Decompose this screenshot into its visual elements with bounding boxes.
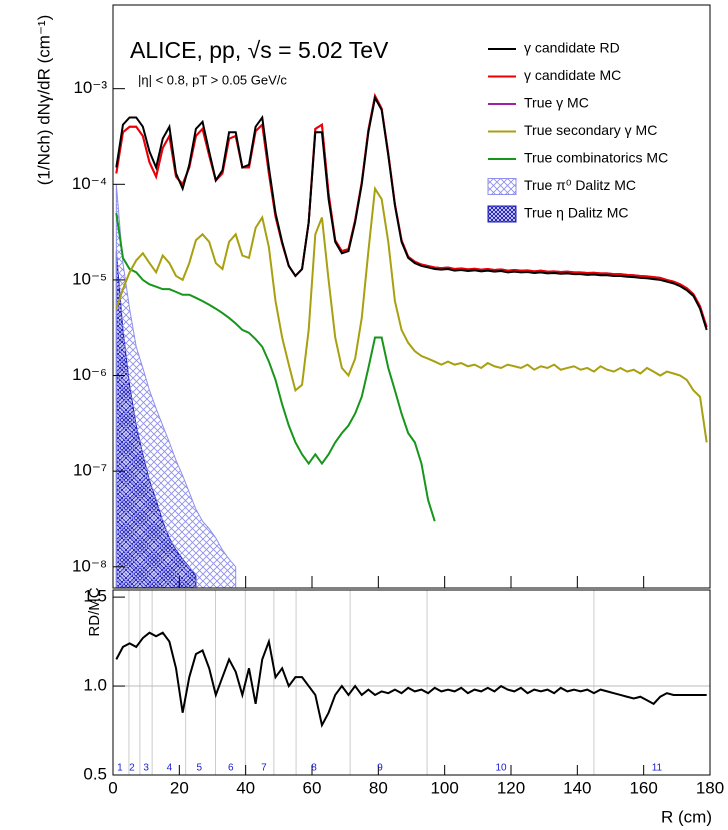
x-tick-label: 140 bbox=[563, 778, 591, 797]
region-label: 8 bbox=[311, 763, 317, 774]
y-tick-label: 1.5 bbox=[83, 587, 107, 606]
region-label: 11 bbox=[652, 763, 663, 774]
legend-label: True π⁰ Dalitz MC bbox=[524, 177, 636, 193]
x-tick-label: 160 bbox=[629, 778, 657, 797]
region-label: 2 bbox=[129, 763, 135, 774]
x-axis-label: R (cm) bbox=[661, 807, 712, 826]
legend-label: True secondary γ MC bbox=[524, 122, 657, 138]
y-axis-label: (1/Nch) dNγ/dR (cm⁻¹) bbox=[34, 15, 53, 185]
x-tick-label: 40 bbox=[236, 778, 255, 797]
region-label: 6 bbox=[228, 763, 234, 774]
x-tick-label: 0 bbox=[108, 778, 117, 797]
x-tick-label: 60 bbox=[303, 778, 322, 797]
y-tick-label: 10⁻⁵ bbox=[72, 269, 107, 288]
x-tick-label: 180 bbox=[696, 778, 724, 797]
ratio-y-axis-label: RD/MC bbox=[86, 587, 103, 636]
series-line bbox=[115, 185, 708, 443]
region-label: 9 bbox=[377, 763, 383, 774]
x-tick-label: 120 bbox=[497, 778, 525, 797]
x-tick-label: 80 bbox=[369, 778, 388, 797]
region-label: 3 bbox=[143, 763, 149, 774]
top-frame bbox=[112, 4, 711, 589]
x-tick-label: 100 bbox=[430, 778, 458, 797]
y-tick-label: 0.5 bbox=[83, 764, 107, 783]
legend-swatch bbox=[487, 178, 517, 195]
y-tick-label: 10⁻³ bbox=[73, 78, 107, 97]
ratio-plot bbox=[113, 590, 710, 775]
series-line bbox=[115, 95, 708, 331]
region-label: 10 bbox=[495, 763, 507, 774]
ratio-frame bbox=[112, 589, 711, 776]
series-line bbox=[115, 212, 436, 522]
y-tick-label: 10⁻⁷ bbox=[73, 461, 107, 480]
legend-label: γ candidate RD bbox=[524, 40, 620, 56]
chart-subtitle: |η| < 0.8, pT > 0.05 GeV/c bbox=[138, 72, 287, 87]
top-plot bbox=[115, 92, 708, 588]
region-label: 1 bbox=[117, 763, 123, 774]
y-tick-label: 10⁻⁴ bbox=[72, 174, 107, 193]
legend-label: True γ MC bbox=[524, 95, 589, 111]
legend-swatch bbox=[487, 205, 517, 223]
y-tick-label: 10⁻⁶ bbox=[72, 365, 107, 384]
y-tick-label: 10⁻⁸ bbox=[72, 556, 107, 575]
legend-label: γ candidate MC bbox=[524, 67, 621, 83]
chart-title: ALICE, pp, √s = 5.02 TeV bbox=[130, 37, 389, 63]
dalitz-area bbox=[115, 184, 237, 588]
y-tick-label: 1.0 bbox=[83, 676, 107, 695]
region-label: 7 bbox=[261, 763, 267, 774]
legend-label: True η Dalitz MC bbox=[524, 205, 629, 221]
x-tick-label: 20 bbox=[170, 778, 189, 797]
series-line bbox=[115, 631, 707, 729]
region-label: 4 bbox=[167, 763, 173, 774]
region-label: 5 bbox=[196, 763, 202, 774]
legend-label: True combinatorics MC bbox=[524, 150, 668, 166]
